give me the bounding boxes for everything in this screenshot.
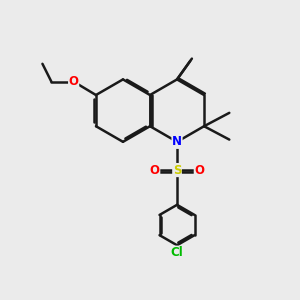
Text: O: O [69, 75, 79, 88]
Text: S: S [173, 164, 181, 177]
Text: O: O [150, 164, 160, 177]
Text: Cl: Cl [171, 246, 183, 259]
Text: N: N [172, 135, 182, 148]
Text: O: O [194, 164, 204, 177]
